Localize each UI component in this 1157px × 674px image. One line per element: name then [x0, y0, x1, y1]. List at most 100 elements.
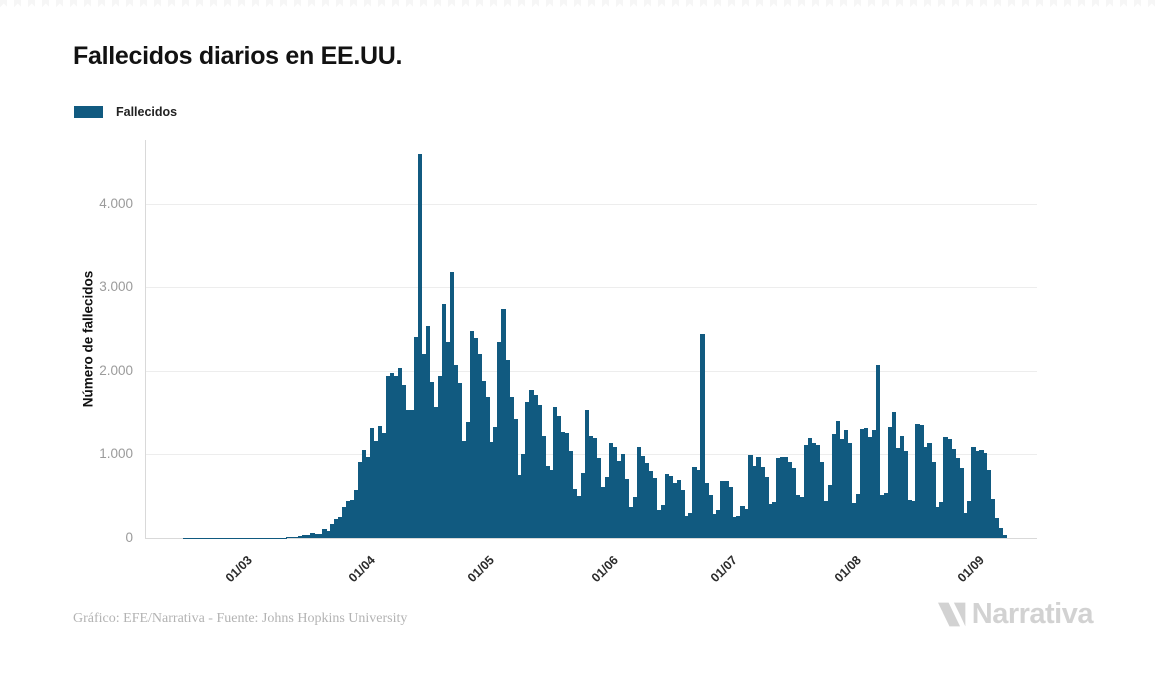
- bar[interactable]: [242, 537, 247, 538]
- bar[interactable]: [294, 536, 299, 538]
- bar[interactable]: [509, 396, 514, 538]
- bar[interactable]: [664, 473, 669, 538]
- bar[interactable]: [373, 440, 379, 538]
- bar[interactable]: [421, 354, 427, 538]
- bar[interactable]: [827, 484, 833, 538]
- bar[interactable]: [660, 505, 665, 538]
- bar[interactable]: [696, 470, 701, 538]
- bar[interactable]: [668, 476, 673, 538]
- bar[interactable]: [931, 462, 936, 538]
- bar[interactable]: [831, 434, 837, 538]
- bar[interactable]: [612, 447, 618, 538]
- bar[interactable]: [588, 435, 594, 538]
- bar[interactable]: [358, 461, 363, 538]
- bar[interactable]: [453, 365, 458, 538]
- bar[interactable]: [999, 528, 1004, 538]
- bar[interactable]: [505, 360, 510, 538]
- bar[interactable]: [334, 519, 339, 538]
- bar[interactable]: [565, 432, 570, 538]
- bar[interactable]: [620, 453, 626, 538]
- bar[interactable]: [405, 410, 411, 538]
- bar[interactable]: [927, 442, 932, 538]
- bar[interactable]: [350, 500, 355, 538]
- bar[interactable]: [632, 496, 638, 538]
- bar[interactable]: [381, 433, 387, 538]
- bar[interactable]: [895, 448, 900, 538]
- bar[interactable]: [784, 456, 789, 538]
- bar[interactable]: [580, 473, 586, 538]
- bar[interactable]: [596, 457, 602, 538]
- bar[interactable]: [533, 394, 538, 538]
- bar[interactable]: [274, 537, 279, 538]
- bar[interactable]: [222, 537, 228, 538]
- bar[interactable]: [604, 476, 610, 538]
- bar[interactable]: [979, 450, 984, 538]
- bar[interactable]: [656, 510, 661, 538]
- bar[interactable]: [1003, 534, 1008, 538]
- bar[interactable]: [923, 446, 928, 538]
- bar[interactable]: [246, 537, 251, 538]
- bar[interactable]: [959, 467, 964, 538]
- bar[interactable]: [202, 537, 208, 538]
- bar[interactable]: [935, 507, 940, 538]
- bar[interactable]: [457, 382, 462, 538]
- bar[interactable]: [262, 537, 267, 538]
- bar[interactable]: [429, 381, 435, 538]
- bar[interactable]: [939, 502, 944, 538]
- bar[interactable]: [792, 468, 797, 538]
- bar[interactable]: [987, 470, 992, 538]
- bar[interactable]: [700, 334, 705, 538]
- bar[interactable]: [815, 444, 821, 538]
- bar[interactable]: [230, 537, 235, 538]
- bar[interactable]: [529, 389, 534, 538]
- bar[interactable]: [971, 447, 976, 538]
- bar[interactable]: [270, 537, 275, 538]
- legend[interactable]: Fallecidos: [74, 105, 177, 119]
- bar[interactable]: [704, 483, 709, 538]
- bar[interactable]: [732, 516, 737, 538]
- bar[interactable]: [616, 460, 622, 538]
- bar[interactable]: [401, 385, 407, 538]
- bar[interactable]: [214, 537, 220, 538]
- bar[interactable]: [473, 338, 478, 538]
- bar[interactable]: [437, 375, 443, 538]
- bar[interactable]: [628, 506, 634, 538]
- bar[interactable]: [338, 517, 343, 538]
- bar[interactable]: [477, 353, 482, 538]
- bar[interactable]: [469, 331, 474, 538]
- bar[interactable]: [397, 367, 403, 538]
- bar[interactable]: [557, 415, 562, 538]
- bar[interactable]: [652, 478, 658, 538]
- bar[interactable]: [991, 499, 996, 538]
- bar[interactable]: [553, 406, 558, 538]
- bar[interactable]: [362, 450, 367, 538]
- bar[interactable]: [493, 427, 498, 538]
- bar[interactable]: [823, 500, 829, 538]
- bar[interactable]: [720, 481, 725, 538]
- bar[interactable]: [947, 439, 952, 538]
- bar[interactable]: [748, 454, 753, 538]
- bar[interactable]: [489, 441, 494, 538]
- bar[interactable]: [835, 420, 841, 538]
- bar[interactable]: [740, 506, 745, 538]
- bar[interactable]: [728, 486, 733, 538]
- bar[interactable]: [497, 341, 502, 538]
- bar[interactable]: [485, 396, 490, 538]
- bar[interactable]: [461, 441, 466, 538]
- bar[interactable]: [859, 429, 865, 538]
- bar[interactable]: [983, 452, 988, 538]
- bar[interactable]: [955, 458, 960, 538]
- bar[interactable]: [298, 536, 303, 538]
- bar[interactable]: [708, 495, 713, 538]
- bar[interactable]: [680, 489, 685, 538]
- bar[interactable]: [286, 537, 291, 538]
- bar[interactable]: [441, 303, 446, 538]
- bar[interactable]: [413, 336, 419, 538]
- bar[interactable]: [799, 497, 805, 538]
- bar[interactable]: [760, 467, 765, 538]
- bar[interactable]: [278, 537, 283, 538]
- bar[interactable]: [206, 537, 212, 538]
- bar[interactable]: [907, 499, 912, 538]
- bar[interactable]: [266, 537, 271, 538]
- bar[interactable]: [517, 475, 522, 538]
